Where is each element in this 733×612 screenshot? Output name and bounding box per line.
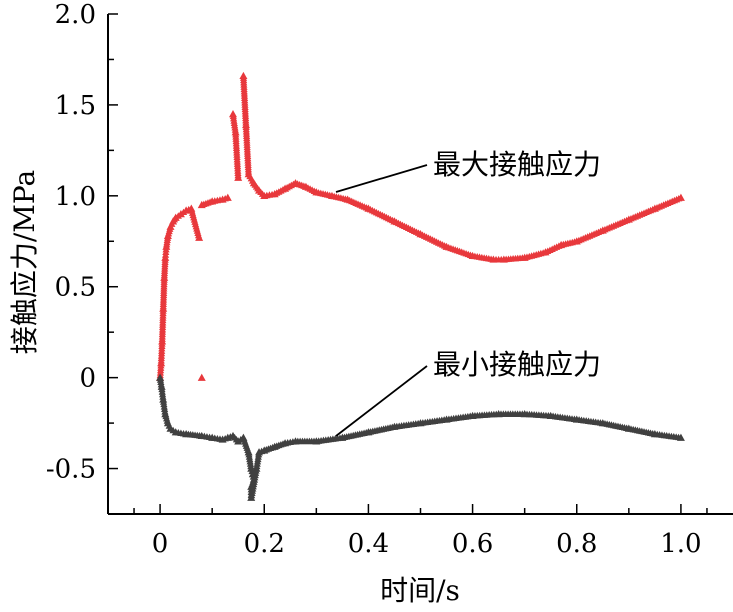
y-axis-title: 接触应力/MPa bbox=[8, 170, 41, 354]
tick-labels: 0 0.2 0.4 0.6 0.8 1.0 -0.5 0 0.5 1.0 1.5 2.0 bbox=[46, 0, 702, 559]
annotation-leader-max bbox=[335, 164, 428, 193]
annotation-layer: 最大接触应力 最小接触应力 bbox=[335, 148, 601, 437]
annotation-max-label: 最大接触应力 bbox=[433, 148, 601, 181]
annotation-min-label: 最小接触应力 bbox=[433, 348, 601, 381]
data-point bbox=[195, 233, 204, 241]
series-1 bbox=[156, 373, 685, 501]
annotation-leader-min bbox=[335, 365, 428, 437]
y-tick-label: 0 bbox=[79, 364, 96, 394]
series-layer bbox=[156, 71, 685, 501]
ticks bbox=[108, 13, 708, 514]
x-tick-label: 0 bbox=[152, 529, 169, 559]
y-tick-label: 2.0 bbox=[55, 0, 96, 30]
x-tick-label: 0.2 bbox=[244, 529, 285, 559]
x-tick-label: 0.6 bbox=[452, 529, 493, 559]
series-0 bbox=[156, 71, 685, 381]
data-point bbox=[676, 193, 685, 201]
data-point bbox=[197, 373, 206, 381]
y-tick-label: 1.5 bbox=[55, 91, 96, 121]
y-tick-label: -0.5 bbox=[46, 455, 96, 485]
data-point bbox=[223, 193, 232, 201]
data-point bbox=[234, 173, 243, 181]
data-point bbox=[676, 433, 685, 441]
x-axis-title: 时间/s bbox=[380, 574, 460, 607]
x-tick-label: 0.8 bbox=[556, 529, 597, 559]
y-tick-label: 1.0 bbox=[55, 182, 96, 212]
x-tick-label: 1.0 bbox=[660, 529, 701, 559]
x-tick-label: 0.4 bbox=[348, 529, 389, 559]
y-tick-label: 0.5 bbox=[55, 273, 96, 303]
